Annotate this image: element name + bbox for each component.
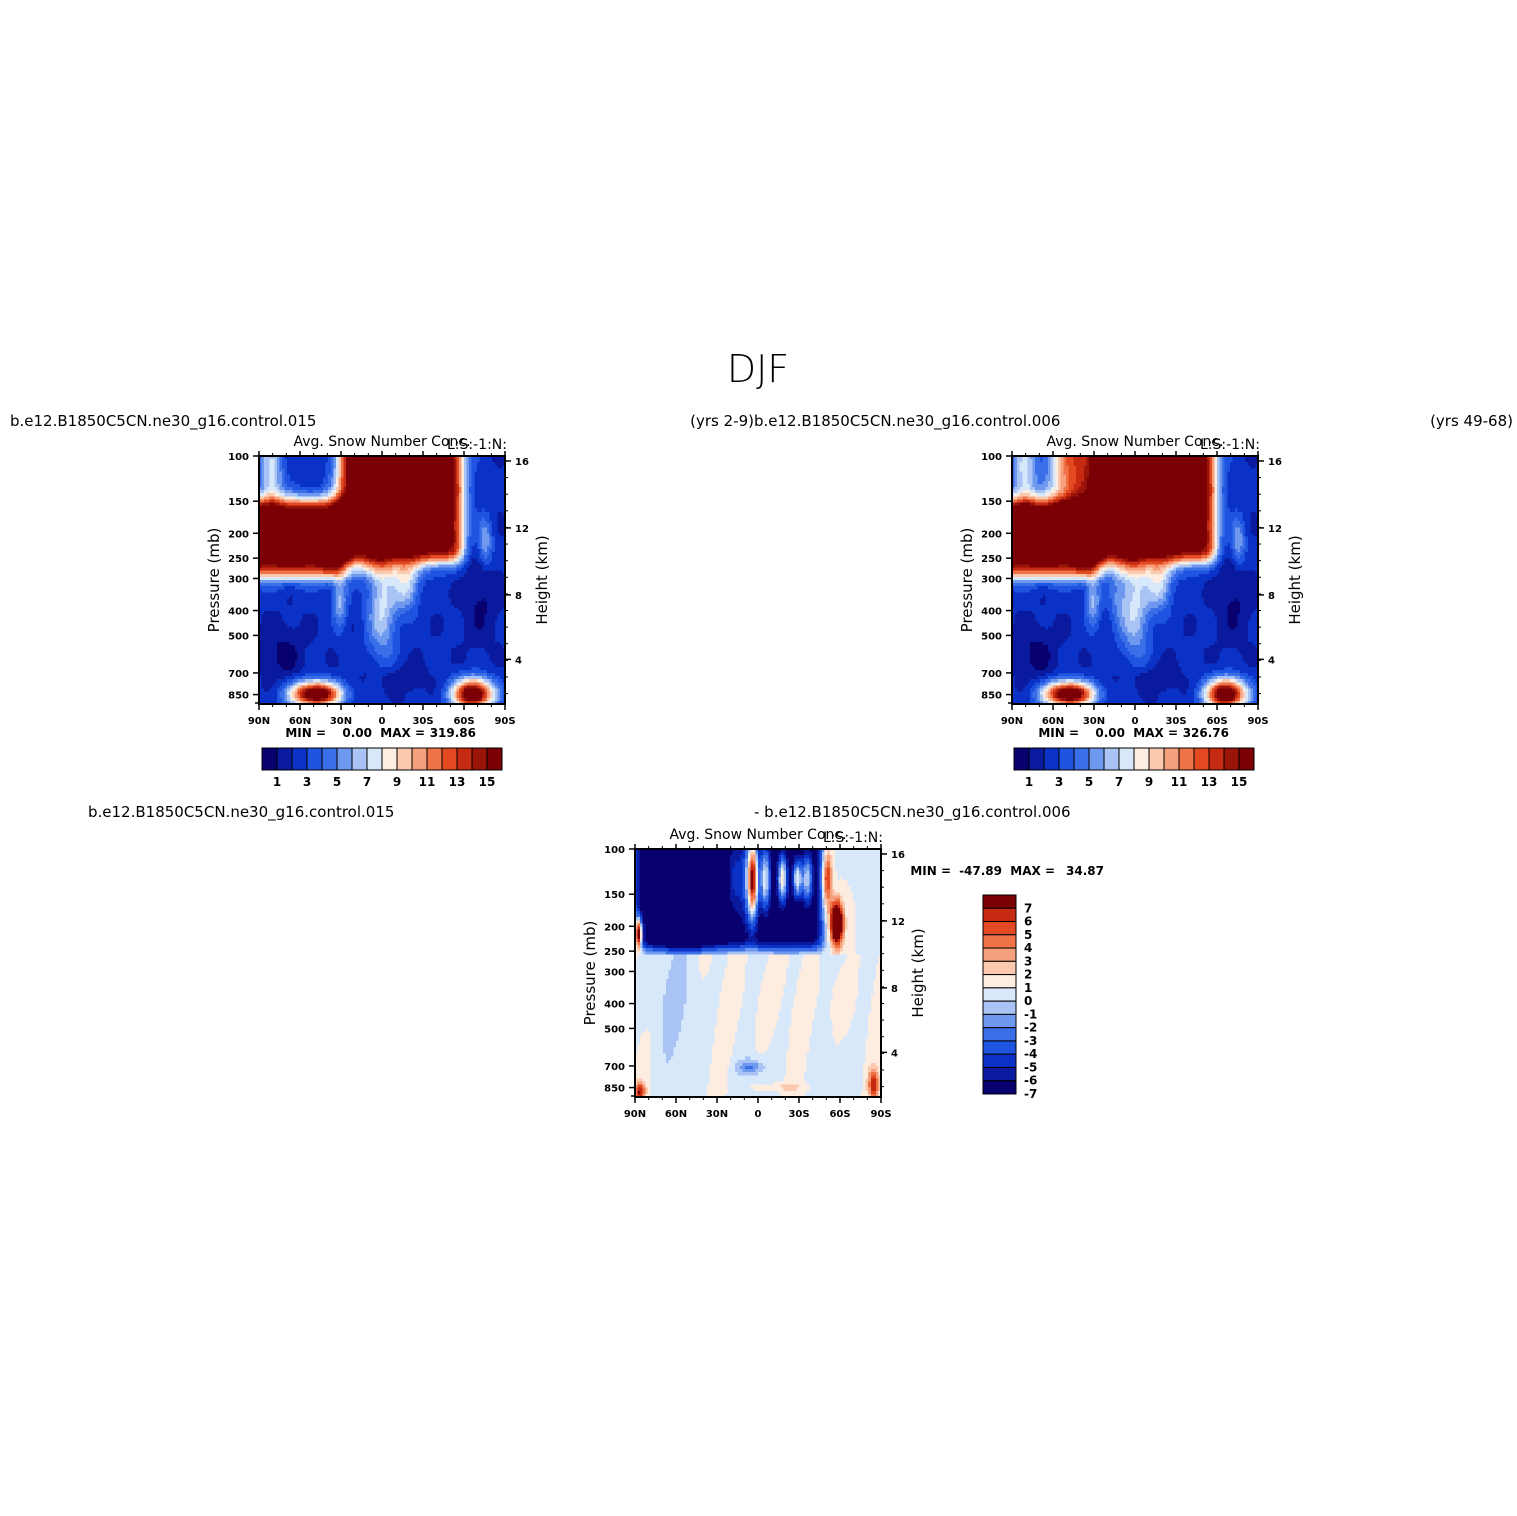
panels-group: Avg. Snow Number Conc.L:S:-1:N:100150200…	[10, 412, 1513, 1120]
chart-panel-top-left: Avg. Snow Number Conc.L:S:-1:N:100150200…	[10, 412, 754, 789]
figure-title: DJF	[727, 347, 789, 391]
heatmap-cells	[259, 456, 506, 705]
